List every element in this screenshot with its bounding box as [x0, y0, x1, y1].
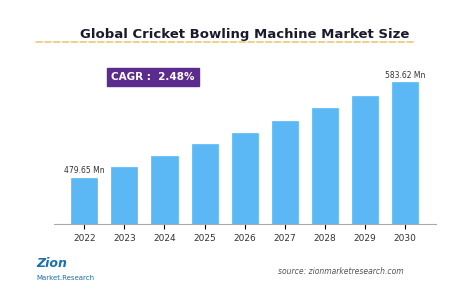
Bar — [232, 133, 258, 287]
Text: 583.62 Mn: 583.62 Mn — [385, 71, 425, 79]
Bar — [151, 156, 177, 287]
Bar — [392, 82, 418, 287]
Text: Market.Research: Market.Research — [36, 275, 94, 281]
Text: 479.65 Mn: 479.65 Mn — [64, 166, 105, 175]
Text: source: zionmarketresearch.com: source: zionmarketresearch.com — [278, 267, 404, 276]
Title: Global Cricket Bowling Machine Market Size: Global Cricket Bowling Machine Market Si… — [80, 28, 409, 41]
Bar — [192, 144, 218, 287]
Bar — [71, 178, 97, 287]
Bar — [352, 96, 378, 287]
Text: CAGR :  2.48%: CAGR : 2.48% — [111, 72, 194, 82]
Bar — [272, 121, 298, 287]
Text: Zion: Zion — [36, 257, 67, 270]
Bar — [312, 108, 338, 287]
Bar — [111, 167, 137, 287]
